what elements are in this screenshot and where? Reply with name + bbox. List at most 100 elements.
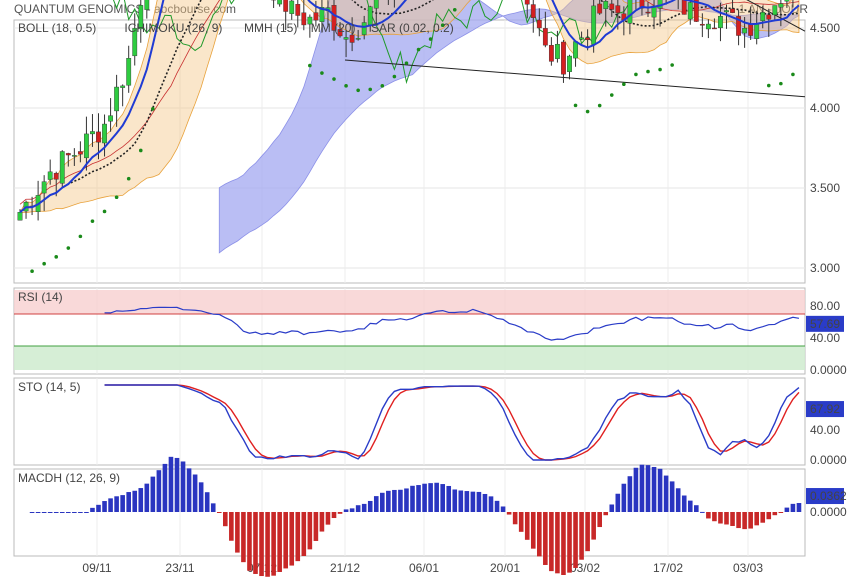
macd-bar — [440, 484, 445, 512]
macd-bar — [706, 512, 711, 519]
rsi-ytick-label: 0.0000 — [810, 363, 847, 377]
sar-dot — [791, 72, 795, 77]
candle-body — [591, 5, 597, 45]
macd-bar — [126, 492, 131, 512]
macd-bar — [778, 512, 784, 513]
macd-bar — [78, 512, 83, 513]
macd-bar — [355, 505, 361, 512]
candle-body — [530, 4, 536, 18]
macd-bar — [549, 512, 554, 572]
macd-bar — [150, 476, 156, 512]
macd-bar — [301, 512, 307, 557]
macd-bar — [132, 490, 138, 512]
candle-body — [17, 212, 23, 221]
candle-body — [138, 5, 144, 30]
macd-bar — [174, 457, 180, 512]
sar-dot — [126, 176, 131, 181]
candle-body — [718, 16, 723, 29]
macd-bar — [120, 495, 125, 512]
mmh-line — [19, 0, 800, 214]
legend-entry: SAR (0.02, 0.2) — [371, 21, 454, 35]
macd-bar — [476, 491, 482, 512]
macd-bar — [223, 512, 228, 527]
macd-bar — [464, 491, 470, 512]
macd-bar — [216, 512, 222, 513]
candle-body — [724, 10, 729, 13]
sto-k-line — [104, 384, 800, 461]
x-axis-label: 17/02 — [653, 561, 683, 575]
macd-bar — [645, 465, 651, 512]
candle-body — [730, 8, 735, 13]
macd-bar — [766, 512, 772, 520]
macd-bar — [271, 512, 276, 576]
candle-body — [615, 5, 621, 14]
macd-bar — [349, 508, 355, 512]
candle-body — [693, 0, 699, 22]
candle-body — [536, 19, 542, 29]
candle-body — [627, 0, 633, 24]
candle-body — [96, 131, 101, 143]
candle-body — [313, 12, 319, 21]
macd-bar — [373, 496, 379, 512]
macd-bar — [235, 512, 240, 553]
candle-body — [47, 171, 53, 180]
candle-body — [760, 12, 766, 22]
macd-bar — [434, 482, 439, 512]
macd-bar — [754, 512, 759, 526]
macd-bar — [579, 512, 584, 560]
sar-dot — [585, 109, 590, 114]
macd-bar — [96, 504, 101, 512]
candle-body — [283, 0, 289, 12]
candle-body — [524, 0, 530, 5]
macd-bar — [380, 492, 385, 512]
macd-bar — [627, 476, 633, 512]
macd-bar — [573, 512, 578, 568]
macd-bar — [621, 483, 627, 512]
candle-body — [373, 0, 379, 9]
mm20-line — [19, 0, 800, 213]
candle-body — [585, 37, 591, 41]
sar-dot — [344, 84, 348, 88]
macd-bar — [742, 512, 747, 530]
rsi-line — [104, 306, 800, 341]
chart-title: QUANTUM GENOMICS - abcbourse.com — [14, 2, 237, 16]
macd-bar — [277, 512, 282, 572]
sar-dot — [597, 103, 602, 108]
macd-bar — [700, 511, 705, 513]
candle-body — [90, 131, 95, 135]
sar-dot — [392, 74, 397, 79]
sto-last-tag-label: 67.92 — [810, 402, 840, 416]
rsi-ytick-label: 80.00 — [810, 299, 840, 313]
candle-body — [289, 0, 295, 14]
macd-bar — [337, 512, 343, 514]
sar-dot — [670, 63, 674, 67]
macd-bar — [657, 468, 663, 512]
candle-body — [778, 3, 784, 8]
candle-body — [120, 85, 126, 88]
macd-bar — [530, 512, 536, 549]
price-ytick-label: 3.000 — [810, 261, 840, 275]
macd-bar — [180, 461, 186, 512]
candle-body — [59, 151, 65, 184]
macd-bar — [790, 503, 796, 512]
macd-bar — [367, 500, 373, 512]
macd-bar — [59, 512, 65, 513]
sar-dot — [356, 88, 360, 93]
price-ytick-label: 4.000 — [810, 101, 840, 115]
legend-entry: ICHIMOKU (26, 9) — [124, 21, 222, 35]
macd-bar — [639, 464, 645, 512]
sto-last-tag-bg — [806, 401, 844, 418]
macd-bar — [90, 507, 95, 512]
macd-bar — [307, 512, 313, 550]
macd-panel — [13, 468, 806, 557]
macd-bar — [343, 509, 349, 512]
sar-dot — [634, 72, 638, 77]
macd-bar — [712, 512, 717, 522]
macd-bar — [204, 492, 210, 512]
candle-body — [561, 41, 566, 75]
rsi-oversold-zone — [14, 346, 805, 370]
candle-body — [742, 27, 748, 34]
macd-bar — [651, 466, 657, 512]
candle-body — [132, 28, 138, 57]
trendline-lower — [344, 59, 806, 98]
